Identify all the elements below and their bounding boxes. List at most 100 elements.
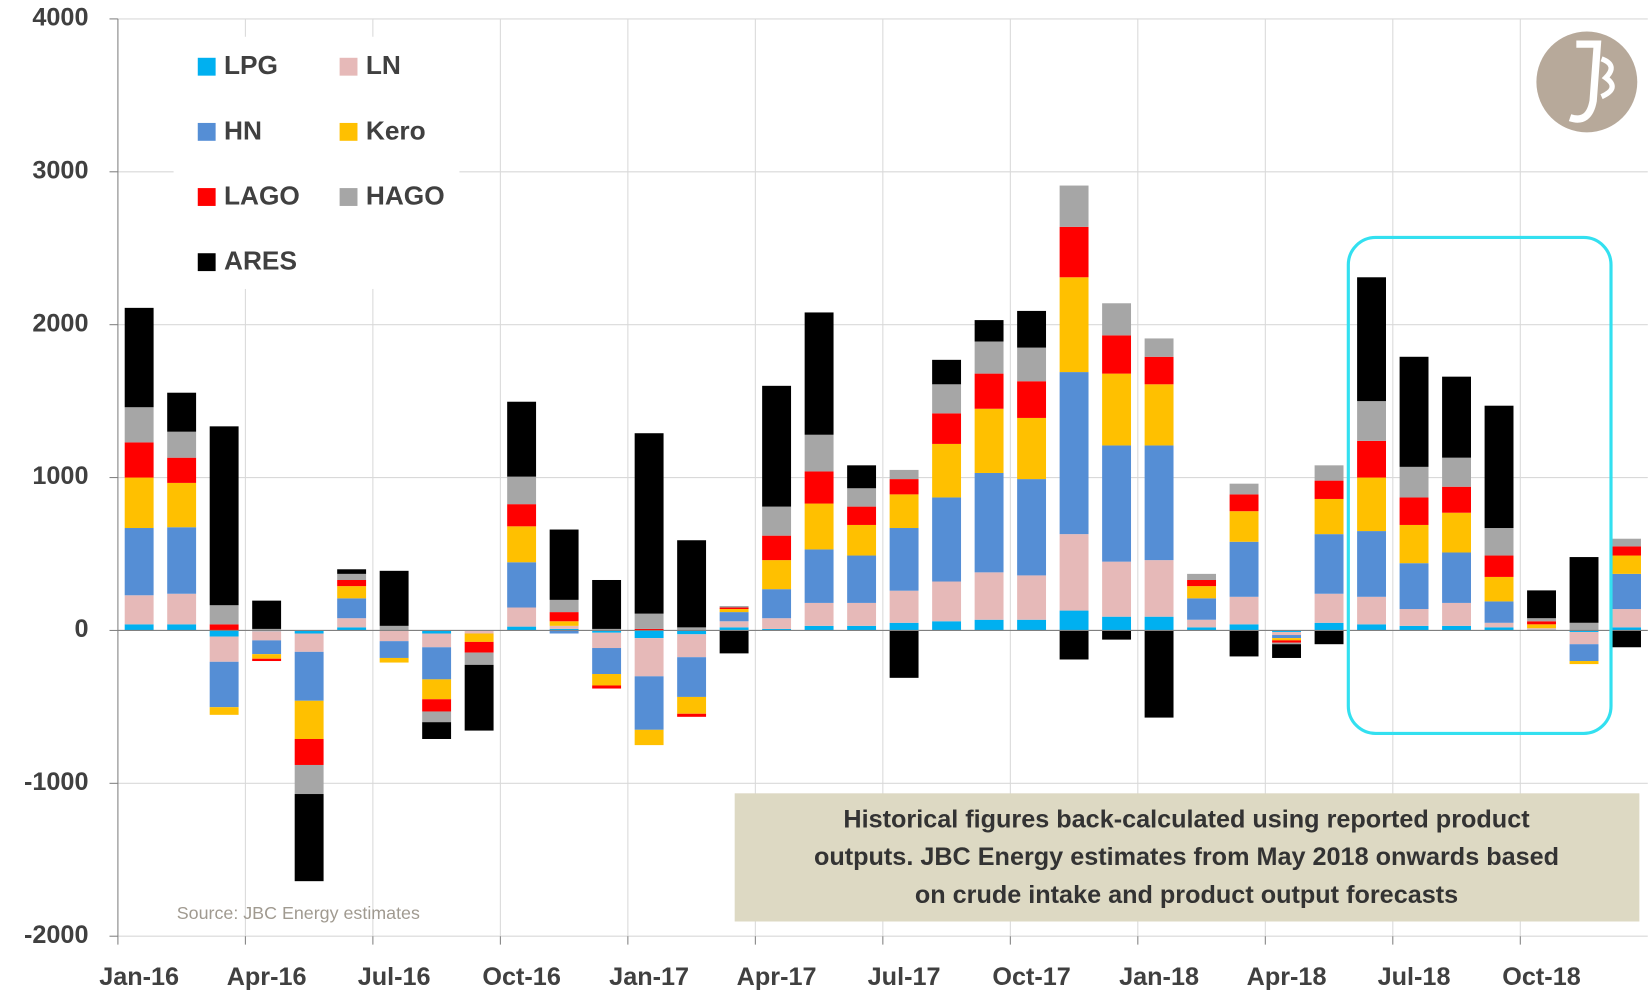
bar-segment — [1187, 598, 1217, 620]
bar-segment — [167, 457, 197, 483]
bar-segment — [1357, 401, 1387, 441]
source-note: Source: JBC Energy estimates — [177, 903, 420, 923]
bar-segment — [762, 385, 792, 507]
y-tick-label: -2000 — [24, 921, 88, 949]
bar-segment — [1272, 635, 1302, 639]
bar-segment — [209, 707, 239, 715]
bar-segment — [1399, 563, 1429, 610]
annotation: Historical figures back-calculated using… — [814, 805, 1559, 909]
bar-segment — [422, 711, 452, 723]
bar-segment — [634, 628, 664, 631]
bar-segment — [1017, 575, 1047, 620]
y-tick-label: 3000 — [32, 156, 88, 184]
bar-segment — [167, 624, 197, 631]
bar-segment — [124, 477, 154, 529]
bar-segment — [337, 586, 367, 599]
bar-segment — [932, 443, 962, 498]
bar-segment — [1612, 538, 1641, 547]
bar-segment — [507, 526, 537, 563]
x-tick-label: Jan-18 — [1119, 963, 1199, 991]
legend-label: LAGO — [224, 180, 300, 210]
bar-segment — [889, 479, 919, 495]
bar-segment — [889, 528, 919, 591]
bar-segment — [1442, 486, 1471, 513]
bar-segment — [634, 630, 664, 639]
bar-segment — [592, 632, 622, 649]
bar-segment — [677, 634, 707, 658]
bar-segment — [549, 625, 579, 629]
legend: LPG LN HN Kero LAGO HAGO ARES — [197, 50, 445, 276]
bar-segment — [762, 560, 792, 590]
bar-segment — [379, 641, 409, 658]
bar-segment — [1612, 627, 1641, 631]
y-tick-label: 4000 — [32, 4, 88, 32]
x-tick-label: Jul-17 — [868, 963, 941, 991]
bar-segment — [1229, 624, 1259, 631]
x-tick-label: Apr-16 — [227, 963, 307, 991]
bar-segment — [294, 764, 324, 795]
bar-segment — [379, 625, 409, 631]
bar-segment — [592, 685, 622, 689]
x-tick-label: Jul-18 — [1378, 963, 1451, 991]
bar-segment — [1272, 630, 1302, 632]
bar-segment — [634, 638, 664, 677]
x-tick-label: Apr-18 — [1247, 963, 1327, 991]
bar-segment — [719, 630, 749, 654]
bar-segment — [1527, 628, 1556, 630]
bar-segment — [1484, 528, 1514, 556]
bar-segment — [1442, 376, 1471, 458]
bar-segment — [1144, 560, 1174, 617]
bar-segment — [1314, 465, 1344, 481]
bar-segment — [847, 506, 877, 525]
bar-segment — [1569, 630, 1599, 632]
bar-segment — [804, 625, 834, 631]
bar-segment — [549, 621, 579, 626]
legend-swatch — [339, 122, 358, 141]
bars — [124, 185, 1641, 882]
bar-segment — [1357, 596, 1387, 625]
bar-segment — [974, 341, 1004, 374]
bar-segment — [762, 506, 792, 536]
bar-segment — [634, 729, 664, 746]
bar-segment — [507, 607, 537, 627]
bar-segment — [1102, 303, 1132, 336]
bar-segment — [167, 482, 197, 528]
x-tick-label: Jul-16 — [358, 963, 431, 991]
bar-segment — [337, 627, 367, 631]
bar-segment — [889, 622, 919, 631]
bar-segment — [124, 624, 154, 631]
bar-segment — [1059, 534, 1089, 611]
bar-segment — [804, 602, 834, 626]
bar-segment — [1484, 627, 1514, 631]
bar-segment — [677, 627, 707, 631]
bar-segment — [294, 651, 324, 701]
bar-segment — [1314, 534, 1344, 594]
bar-segment — [1314, 593, 1344, 623]
legend-swatch — [339, 57, 358, 76]
bar-segment — [422, 647, 452, 680]
bar-segment — [167, 392, 197, 432]
bar-segment — [932, 384, 962, 414]
bar-segment — [1357, 624, 1387, 631]
bar-segment — [507, 504, 537, 527]
bar-segment — [1314, 630, 1344, 645]
bar-segment — [1017, 619, 1047, 631]
bar-segment — [1102, 335, 1132, 374]
bar-segment — [252, 658, 282, 662]
bar-segment — [464, 633, 494, 642]
bar-segment — [974, 320, 1004, 342]
bar-segment — [337, 573, 367, 580]
bar-segment — [1527, 590, 1556, 619]
bar-segment — [1272, 642, 1302, 645]
bar-segment — [507, 626, 537, 631]
bar-segment — [932, 359, 962, 385]
bar-segment — [1357, 277, 1387, 402]
bar-segment — [1144, 338, 1174, 357]
x-tick-label: Oct-16 — [482, 963, 560, 991]
bar-segment — [379, 570, 409, 626]
bar-segment — [762, 589, 792, 619]
bar-segment — [1484, 576, 1514, 602]
bar-segment — [719, 612, 749, 622]
bar-segment — [719, 607, 749, 610]
